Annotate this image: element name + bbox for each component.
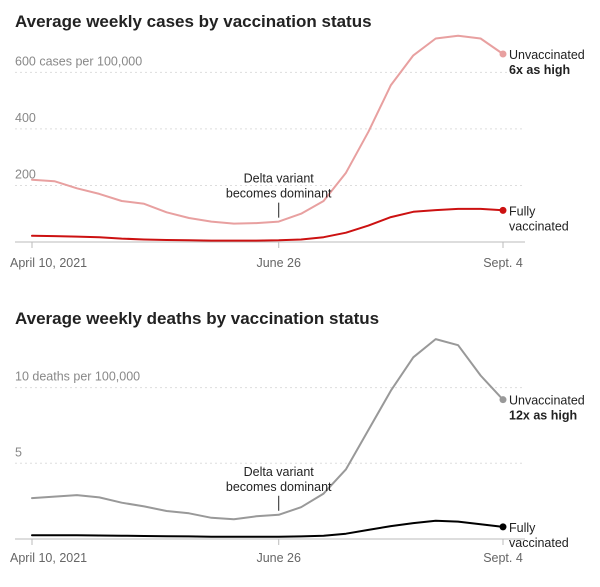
chart-title: Average weekly deaths by vaccination sta…: [15, 309, 379, 328]
series-line: [31, 519, 504, 538]
series-label: Unvaccinated: [509, 48, 585, 62]
series-label: Fully: [509, 204, 536, 218]
y-tick-label: 200: [15, 167, 36, 181]
series-label: Unvaccinated: [509, 394, 585, 408]
series-line: [31, 207, 504, 242]
x-tick-label: June 26: [256, 551, 301, 565]
series-label: vaccinated: [509, 536, 569, 550]
series-line: [31, 34, 504, 225]
x-tick-label: Sept. 4: [483, 551, 523, 565]
y-tick-label: 5: [15, 445, 22, 459]
y-tick-label: 600 cases per 100,000: [15, 54, 142, 68]
x-tick-label: June 26: [256, 256, 301, 270]
series-label-emphasis: 12x as high: [509, 409, 577, 423]
y-tick-label: 10 deaths per 100,000: [15, 370, 140, 384]
annotation-text: becomes dominant: [226, 480, 332, 494]
series-end-point: [499, 206, 507, 214]
x-tick-label: April 10, 2021: [10, 551, 87, 565]
series-label: Fully: [509, 521, 536, 535]
annotation-text: becomes dominant: [226, 187, 332, 201]
annotation-text: Delta variant: [244, 465, 315, 479]
chart-title: Average weekly cases by vaccination stat…: [15, 12, 372, 31]
series-end-point: [499, 523, 507, 531]
x-tick-label: April 10, 2021: [10, 256, 87, 270]
series-end-point: [499, 396, 507, 404]
series-end-point: [499, 50, 507, 58]
x-tick-label: Sept. 4: [483, 256, 523, 270]
series-line: [31, 338, 504, 521]
annotation-text: Delta variant: [244, 172, 315, 186]
series-label-emphasis: 6x as high: [509, 63, 570, 77]
series-label: vaccinated: [509, 219, 569, 233]
y-tick-label: 400: [15, 111, 36, 125]
